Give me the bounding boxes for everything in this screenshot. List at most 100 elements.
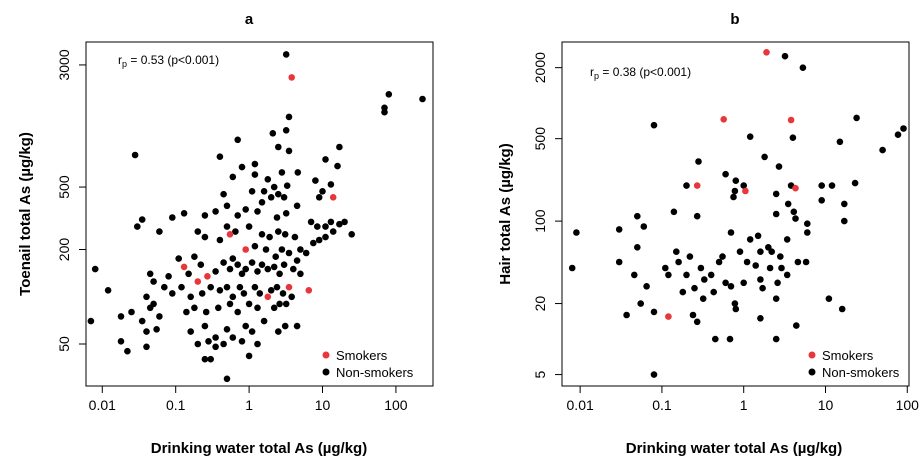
panel-a-non-smoker-point — [322, 233, 329, 241]
panel-b-non-smoker-point — [643, 283, 650, 290]
panel-b-non-smoker-point — [662, 264, 669, 272]
panel-b-smoker-point — [693, 182, 701, 189]
panel-b-smoker-point — [763, 49, 770, 56]
panel-b-non-smoker-point — [743, 258, 751, 266]
panel-b-non-smoker-point — [841, 200, 848, 208]
panel-a-non-smoker-point — [258, 261, 266, 269]
panel-b-non-smoker-point — [804, 220, 811, 227]
panel-a-non-smoker-point — [146, 304, 154, 312]
panel-b-non-smoker-point — [727, 229, 735, 236]
panel-a-non-smoker-point — [322, 223, 329, 230]
panel-b-title: b — [730, 11, 739, 28]
panel-b-x-tick-label: 0.1 — [652, 397, 672, 413]
panel-b-non-smoker-point — [766, 264, 774, 272]
panel-b-non-smoker-point — [789, 134, 797, 141]
panel-a-non-smoker-point — [310, 239, 317, 247]
panel-a-non-smoker-point — [207, 283, 214, 291]
panel-b-non-smoker-point — [727, 283, 735, 290]
panel-a-non-smoker-point — [315, 194, 323, 201]
panel-a-non-smoker-point — [223, 375, 231, 383]
panel-a-non-smoker-point — [336, 220, 343, 228]
panel-b-non-smoker-point — [853, 114, 860, 122]
panel-a-non-smoker-point — [146, 270, 154, 278]
panel-b-non-smoker-point — [879, 146, 886, 154]
panel-b-non-smoker-point — [783, 236, 791, 243]
panel-a-non-smoker-point — [254, 268, 261, 275]
panel-b-non-smoker-point — [894, 131, 902, 138]
panel-b-non-smoker-point — [775, 163, 783, 170]
panel-a-non-smoker-point — [319, 188, 326, 195]
panel-b-non-smoker-point — [568, 264, 576, 272]
panel-b-non-smoker-point — [634, 212, 641, 220]
panel-b-non-smoker-point — [640, 223, 648, 230]
panel-b-non-smoker-point — [802, 258, 810, 266]
panel-b-x-tick-label: 1 — [740, 397, 748, 413]
panel-a-non-smoker-point — [273, 283, 281, 291]
panel-a-x-axis-label: Drinking water total As (µg/kg) — [151, 440, 367, 457]
panel-a-non-smoker-point — [307, 218, 315, 226]
panel-a-non-smoker-point — [248, 259, 256, 266]
panel-a-non-smoker-point — [161, 283, 168, 291]
panel-b-non-smoker-point — [799, 64, 807, 71]
panel-b-x-axis-label: Drinking water total As (µg/kg) — [626, 440, 842, 457]
panel-b-non-smoker-point — [707, 271, 715, 279]
panel-a-non-smoker-point — [315, 236, 323, 244]
panel-a-non-smoker-point — [294, 169, 302, 176]
panel-a-annotation-subscript: p — [122, 59, 127, 69]
panel-a-non-smoker-point — [104, 287, 112, 294]
panel-a-non-smoker-point — [251, 171, 259, 178]
panel-a-non-smoker-point — [322, 156, 329, 163]
panel-a-non-smoker-point — [191, 304, 198, 312]
panel-a-smoker-point — [226, 231, 234, 238]
panel-a-non-smoker-point — [234, 212, 241, 219]
panel-a-non-smoker-point — [282, 300, 290, 308]
panel-a-non-smoker-point — [273, 214, 281, 221]
panel-b-non-smoker-point — [793, 322, 800, 329]
panel-b-non-smoker-point — [818, 182, 825, 189]
panel-a-non-smoker-point — [187, 293, 194, 301]
panel-a-non-smoker-point — [201, 322, 209, 330]
panel-a-non-smoker-point — [169, 214, 176, 221]
panel-a-non-smoker-point — [143, 328, 150, 335]
panel-b-non-smoker-point — [673, 248, 680, 255]
panel-a-non-smoker-point — [348, 231, 356, 238]
panel-b-plot-frame — [561, 41, 910, 387]
panel-a-non-smoker-point — [165, 273, 172, 280]
panel-a-annotation-prefix: r — [118, 53, 122, 67]
panel-a-non-smoker-point — [223, 326, 231, 333]
panel-b-non-smoker-point — [778, 264, 785, 272]
panel-a-non-smoker-point — [216, 287, 224, 294]
panel-a-non-smoker-point — [327, 181, 335, 188]
panel-a-non-smoker-point — [234, 308, 241, 316]
panel-a-legend-smokers-label: Smokers — [336, 348, 388, 363]
panel-a-non-smoker-point — [215, 304, 222, 312]
panel-a-non-smoker-point — [201, 233, 209, 241]
panel-a-non-smoker-point — [234, 261, 241, 269]
panel-a-non-smoker-point — [229, 293, 237, 301]
panel-b-non-smoker-point — [790, 208, 798, 216]
panel-a-x-tick-label: 0.01 — [89, 397, 116, 413]
panel-a-non-smoker-point — [212, 208, 219, 215]
panel-b-non-smoker-point — [615, 258, 623, 266]
panel-a-non-smoker-point — [334, 162, 341, 170]
panel-b-non-smoker-point — [746, 133, 754, 140]
panel-b-smoker-point — [665, 313, 672, 320]
panel-a-non-smoker-point — [226, 265, 234, 273]
panel-a-non-smoker-point — [191, 253, 198, 260]
panel-a-non-smoker-point — [198, 290, 206, 297]
panel-a-non-smoker-point — [150, 278, 157, 285]
panel-a-non-smoker-point — [156, 313, 163, 320]
panel-a-smoker-point — [204, 273, 211, 280]
panel-a-smoker-point — [242, 246, 249, 253]
panel-a-smoker-point — [305, 287, 313, 294]
panel-b-non-smoker-point — [740, 182, 747, 189]
panel-b-non-smoker-point — [689, 311, 697, 319]
panel-a-non-smoker-point — [153, 326, 160, 333]
panel-a-non-smoker-point — [275, 228, 282, 235]
panel-a-non-smoker-point — [234, 136, 241, 144]
panel-a-non-smoker-point — [178, 283, 185, 291]
panel-a-non-smoker-point — [138, 317, 146, 325]
panel-b-non-smoker-point — [772, 295, 780, 303]
panel-b-non-smoker-point — [683, 182, 690, 189]
panel-b-non-smoker-point — [794, 258, 802, 266]
